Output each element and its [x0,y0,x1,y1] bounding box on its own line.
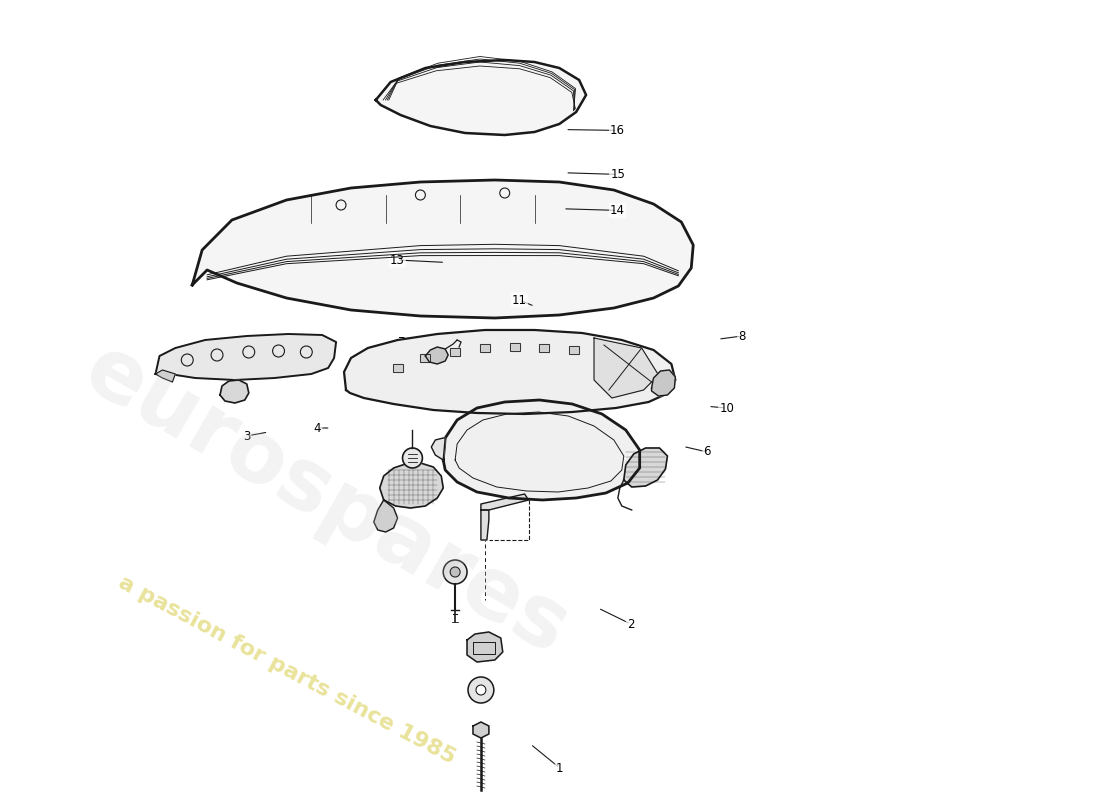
Polygon shape [155,370,175,382]
Bar [480,344,490,352]
Bar [509,343,519,351]
Bar [450,348,460,356]
Polygon shape [473,722,488,738]
Bar [539,344,549,352]
Text: 14: 14 [610,204,625,217]
Circle shape [443,560,468,584]
Polygon shape [468,632,503,662]
Text: 1: 1 [557,762,563,774]
Polygon shape [376,60,586,135]
Polygon shape [344,330,675,414]
Text: 3: 3 [243,430,251,442]
Bar [569,346,579,354]
Polygon shape [374,500,397,532]
Polygon shape [431,438,446,460]
Polygon shape [443,400,640,500]
Polygon shape [624,448,668,487]
Bar [569,346,579,354]
Bar [509,343,519,351]
Circle shape [468,677,494,703]
Circle shape [403,448,422,468]
Text: 12: 12 [460,455,474,468]
Circle shape [476,685,486,695]
Polygon shape [481,494,528,510]
Bar [539,344,549,352]
Bar [480,344,490,352]
Polygon shape [594,338,659,398]
Circle shape [450,567,460,577]
Text: 6: 6 [703,446,711,458]
Text: 4: 4 [314,422,321,434]
Polygon shape [481,510,488,540]
Text: 11: 11 [512,294,527,306]
Text: 9: 9 [430,379,438,392]
Text: 16: 16 [610,124,625,137]
Polygon shape [426,347,448,364]
Polygon shape [220,380,249,403]
Polygon shape [651,370,675,396]
Text: 8: 8 [738,330,746,342]
Bar [393,364,403,372]
Polygon shape [155,334,337,380]
Text: 2: 2 [627,618,635,630]
Bar [450,348,460,356]
Bar [393,364,403,372]
Text: 15: 15 [610,168,625,181]
Text: 7: 7 [398,336,405,349]
Text: a passion for parts since 1985: a passion for parts since 1985 [114,572,459,768]
Polygon shape [192,180,693,318]
Text: 10: 10 [719,402,734,414]
Text: 13: 13 [389,254,405,266]
Polygon shape [379,463,443,508]
Bar [420,354,430,362]
Text: eurospares: eurospares [69,328,583,672]
Text: 5: 5 [502,394,509,406]
Bar [420,354,430,362]
